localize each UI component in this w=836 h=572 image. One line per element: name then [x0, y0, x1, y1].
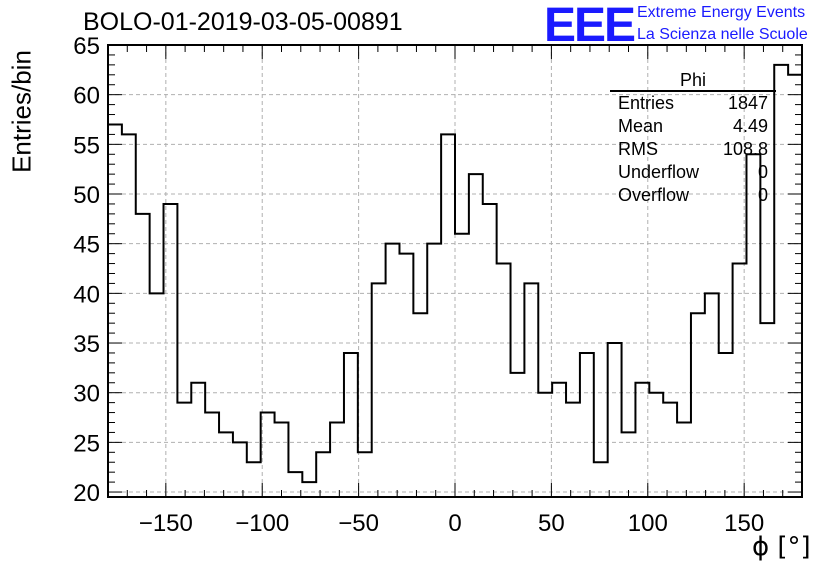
x-tick-label: 100	[628, 510, 668, 537]
stats-row-underflow: Underflow 0	[610, 161, 776, 184]
stats-key: Underflow	[618, 162, 700, 182]
stats-key: Entries	[618, 93, 675, 113]
y-tick-label: 50	[73, 182, 100, 209]
stats-title: Phi	[610, 70, 776, 92]
stats-key: Overflow	[618, 185, 690, 205]
stats-key: RMS	[618, 139, 658, 159]
x-tick-label: −100	[235, 510, 289, 537]
stats-box: Phi Entries 1847 Mean 4.49 RMS 108.8 Underf…	[610, 70, 776, 207]
chart-title: BOLO-01-2019-03-05-00891	[83, 8, 403, 36]
logo-line-1: Extreme Energy Events	[637, 4, 806, 21]
stats-row-mean: Mean 4.49	[610, 115, 776, 138]
y-tick-label: 60	[73, 83, 100, 110]
x-tick-label: −150	[139, 510, 193, 537]
y-tick-label: 25	[73, 430, 100, 457]
x-tick-label: 150	[724, 510, 764, 537]
stats-row-overflow: Overflow 0	[610, 184, 776, 207]
y-tick-label: 45	[73, 232, 100, 259]
y-tick-label: 40	[73, 281, 100, 308]
x-tick-label: 50	[538, 510, 565, 537]
stats-key: Mean	[618, 116, 664, 136]
stats-value: 108.8	[722, 139, 768, 159]
stats-row-entries: Entries 1847	[610, 92, 776, 115]
x-tick-label: −50	[338, 510, 379, 537]
y-tick-label: 30	[73, 381, 100, 408]
stats-value: 0	[757, 162, 768, 182]
y-tick-label: 35	[73, 331, 100, 358]
x-axis-label: ϕ [°]	[752, 532, 811, 562]
stats-row-rms: RMS 108.8	[610, 138, 776, 161]
y-tick-label: 20	[73, 480, 100, 507]
logo-line-2: La Scienza nelle Scuole	[637, 26, 808, 43]
stats-value: 4.49	[732, 116, 768, 136]
stats-value: 0	[757, 185, 768, 205]
x-tick-label: 0	[448, 510, 461, 537]
y-tick-label: 65	[73, 33, 100, 60]
stats-value: 1847	[727, 93, 768, 113]
eee-logo: EEE	[544, 0, 636, 52]
plot-frame	[107, 44, 803, 498]
y-tick-label: 55	[73, 132, 100, 159]
histogram-series	[107, 63, 803, 497]
y-axis-label: Entries/bin	[6, 50, 37, 173]
